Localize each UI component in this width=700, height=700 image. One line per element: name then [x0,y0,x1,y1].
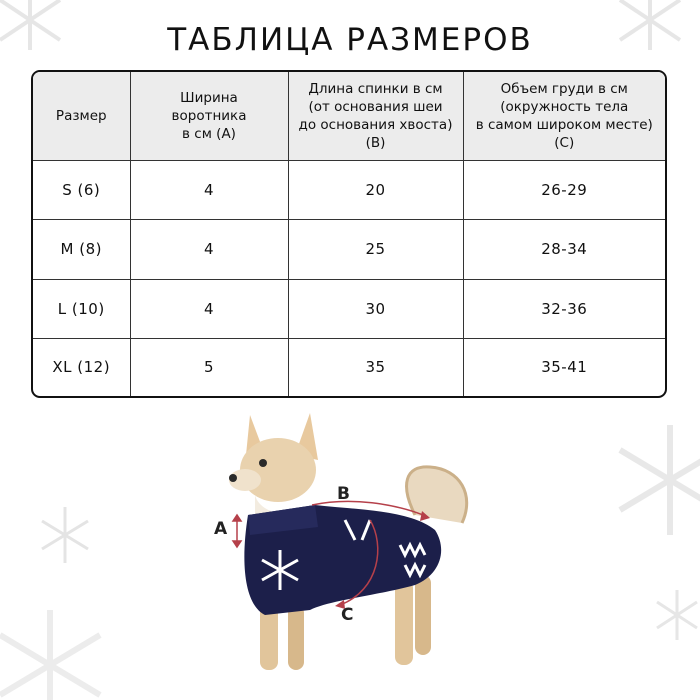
snowflake-icon [41,507,89,563]
label-a: A [214,519,228,539]
page-title: ТАБЛИЦА РАЗМЕРОВ [167,22,533,58]
cell-back: 35 [287,337,464,396]
label-b: B [337,484,350,504]
table-row: M (8) 4 25 28-34 [33,219,665,280]
header-size: Размер [33,72,131,161]
snowflake-icon [0,0,62,50]
snowflake-icon [656,590,698,640]
table-row: L (10) 4 30 32-36 [33,278,665,339]
cell-size: L (10) [33,278,131,339]
table-row: S (6) 4 20 26-29 [33,159,665,221]
size-table: Размер Ширина воротника в см (А) Длина спи… [31,70,667,398]
cell-collar: 4 [129,278,289,339]
cell-collar: 4 [129,219,289,280]
cell-back: 30 [287,278,464,339]
cell-back: 20 [287,159,464,221]
header-chest-girth: Объем груди в см (окружность тела в самом … [462,72,665,161]
snowflake-icon [618,425,700,535]
cell-size: XL (12) [33,337,131,396]
header-collar-width: Ширина воротника в см (А) [129,72,289,161]
cell-collar: 4 [129,159,289,221]
snowflake-icon [618,0,682,50]
cell-back: 25 [287,219,464,280]
cell-chest: 35-41 [462,337,665,396]
cell-size: S (6) [33,159,131,221]
snowflake-icon [0,610,102,700]
cell-chest: 26-29 [462,159,665,221]
cell-chest: 32-36 [462,278,665,339]
header-back-length: Длина спинки в см (от основания шеи до осн… [287,72,464,161]
cell-chest: 28-34 [462,219,665,280]
cell-size: M (8) [33,219,131,280]
dog-in-sweater-illustration [229,413,469,670]
cell-collar: 5 [129,337,289,396]
table-row: XL (12) 5 35 35-41 [33,337,665,396]
label-c: C [341,605,354,625]
table-header-row: Размер Ширина воротника в см (А) Длина спи… [33,72,665,161]
